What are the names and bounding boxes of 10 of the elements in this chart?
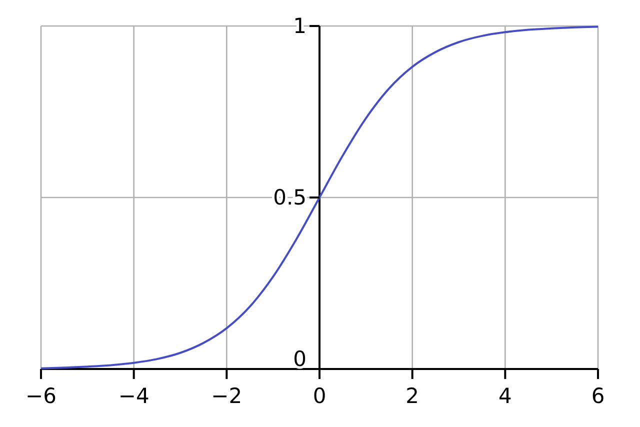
x-tick-label: 0 [312, 384, 326, 408]
y-tick-label: 0 [293, 347, 306, 371]
x-tick-label: 2 [406, 384, 420, 408]
x-tick-label: −6 [26, 384, 56, 408]
x-tick-label: 6 [591, 384, 605, 408]
x-tick-label: −2 [211, 384, 242, 408]
x-tick-label: −4 [118, 384, 150, 408]
y-tick-label: 0.5 [273, 186, 306, 210]
y-tick-label: 1 [293, 14, 306, 38]
x-tick-label: 4 [498, 384, 512, 408]
